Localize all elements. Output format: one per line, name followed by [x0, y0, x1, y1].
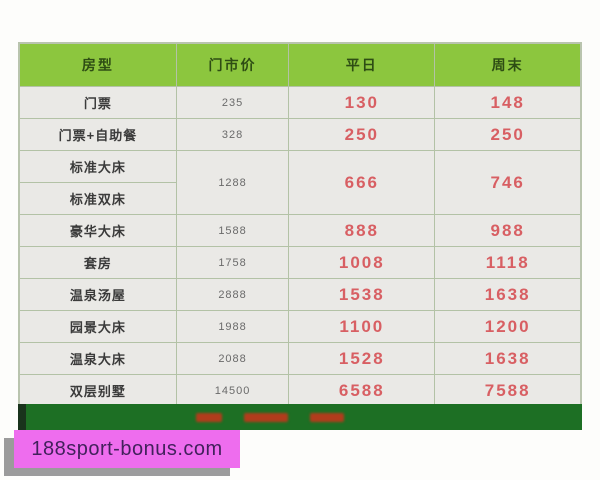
header-weekday: 平日	[288, 42, 436, 87]
table-row: 豪华大床 1588 888 988	[18, 214, 582, 247]
list-price: 1588	[175, 214, 290, 247]
header-room-type: 房型	[18, 42, 177, 87]
table-row: 园景大床 1988 1100 1200	[18, 310, 582, 343]
list-price: 2088	[175, 342, 290, 375]
weekend-price: 988	[434, 214, 582, 247]
footer-bar	[18, 404, 582, 430]
room-label: 套房	[18, 246, 177, 279]
room-label: 双层别墅	[18, 374, 177, 408]
footer-illegible-red-text	[244, 412, 288, 422]
weekday-price: 1538	[288, 278, 436, 311]
header-weekend: 周末	[434, 42, 582, 87]
room-label: 温泉汤屋	[18, 278, 177, 311]
weekday-price: 130	[288, 86, 436, 119]
weekend-price: 1118	[434, 246, 582, 279]
room-label: 园景大床	[18, 310, 177, 343]
weekend-price: 250	[434, 118, 582, 151]
weekday-price: 1528	[288, 342, 436, 375]
room-label: 温泉大床	[18, 342, 177, 375]
weekend-price: 148	[434, 86, 582, 119]
table-row: 套房 1758 1008 1118	[18, 246, 582, 279]
weekend-price: 1638	[434, 342, 582, 375]
footer-illegible-red-text	[310, 412, 344, 422]
list-price: 14500	[175, 374, 290, 408]
table-row: 双层别墅 14500 6588 7588	[18, 374, 582, 408]
footer-illegible-red-text	[196, 412, 222, 422]
weekend-price: 1638	[434, 278, 582, 311]
weekday-price: 6588	[288, 374, 436, 408]
weekend-price: 7588	[434, 374, 582, 408]
table-row: 门票+自助餐 328 250 250	[18, 118, 582, 151]
room-label: 门票	[18, 86, 177, 119]
room-label: 标准大床	[18, 150, 177, 183]
weekday-price: 666	[288, 150, 436, 215]
room-price-table: 房型 门市价 平日 周末 门票 235 130 148 门票+自助餐 328 2…	[18, 42, 582, 408]
table-row: 温泉大床 2088 1528 1638	[18, 342, 582, 375]
room-label: 豪华大床	[18, 214, 177, 247]
weekend-price: 1200	[434, 310, 582, 343]
watermark-banner: 188sport-bonus.com	[14, 430, 240, 468]
footer-left-edge	[18, 404, 26, 430]
list-price: 1288	[175, 150, 290, 215]
room-label: 标准双床	[18, 182, 177, 215]
table-row: 门票 235 130 148	[18, 86, 582, 119]
weekday-price: 888	[288, 214, 436, 247]
table-row: 标准双床	[18, 182, 581, 215]
list-price: 328	[175, 118, 290, 151]
weekend-price: 746	[434, 150, 582, 215]
header-list-price: 门市价	[175, 42, 290, 87]
weekday-price: 1100	[288, 310, 436, 343]
room-label: 门票+自助餐	[18, 118, 177, 151]
weekday-price: 250	[288, 118, 436, 151]
list-price: 1758	[175, 246, 290, 279]
table-row: 温泉汤屋 2888 1538 1638	[18, 278, 582, 311]
list-price: 2888	[175, 278, 290, 311]
list-price: 235	[175, 86, 290, 119]
watermark-text: 188sport-bonus.com	[31, 437, 223, 460]
table-row: 标准大床 1288 666 746	[18, 150, 582, 215]
table-header-row: 房型 门市价 平日 周末	[18, 42, 582, 87]
list-price: 1988	[175, 310, 290, 343]
weekday-price: 1008	[288, 246, 436, 279]
